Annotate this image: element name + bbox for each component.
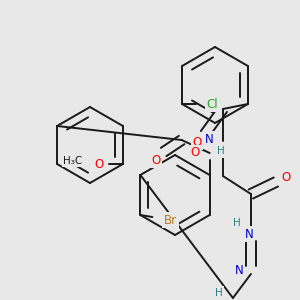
Text: N: N (205, 133, 213, 146)
Text: O: O (281, 170, 290, 184)
Text: O: O (94, 158, 104, 170)
Text: Cl: Cl (206, 98, 218, 110)
Text: O: O (151, 154, 160, 166)
Text: H: H (215, 288, 223, 298)
Text: H: H (217, 146, 225, 156)
Text: H₃C: H₃C (63, 156, 82, 166)
Text: H: H (233, 218, 241, 228)
Text: O: O (190, 146, 199, 160)
Text: N: N (235, 265, 243, 278)
Text: N: N (244, 227, 253, 241)
Text: Br: Br (164, 214, 177, 226)
Text: O: O (192, 136, 202, 148)
